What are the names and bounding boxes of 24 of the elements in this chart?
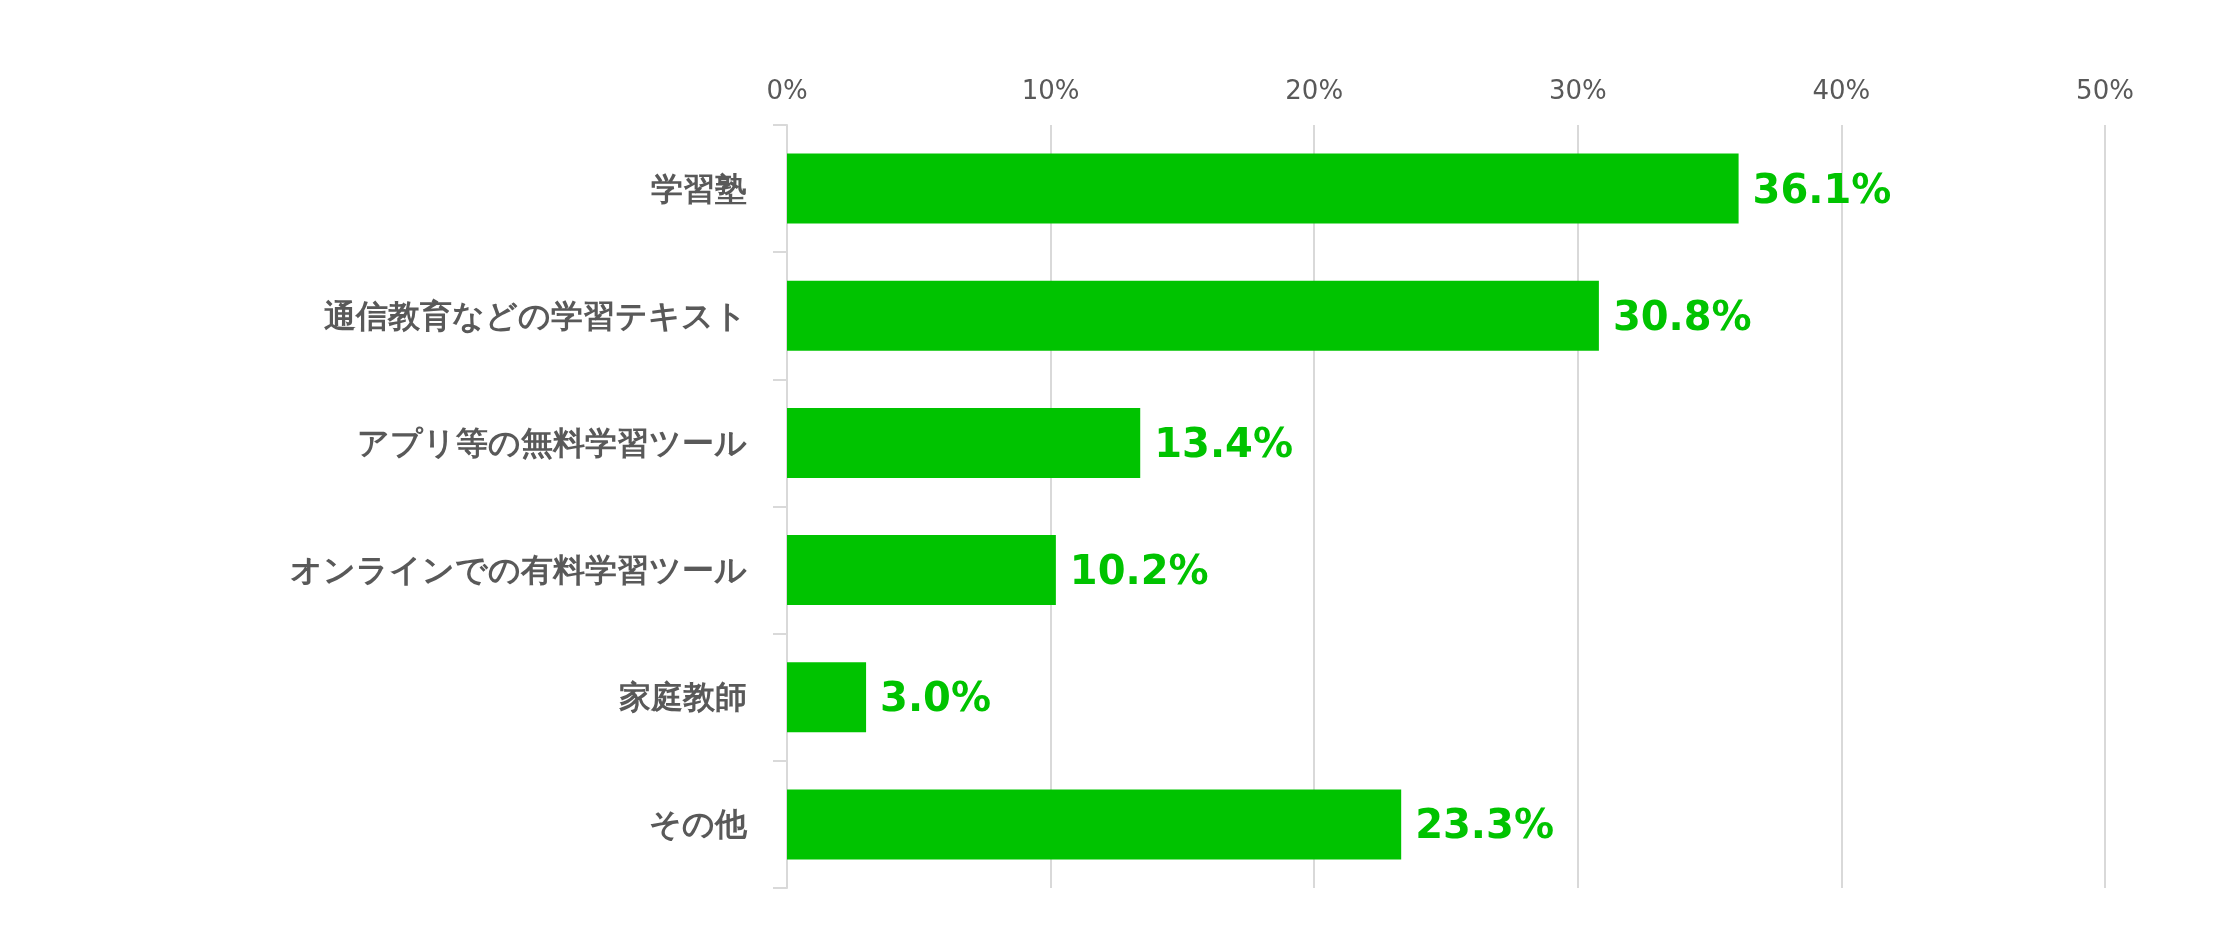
x-tick-label: 10% [1021,75,1080,105]
y-tick-label: オンラインでの有料学習ツール [290,551,747,590]
y-tick-label: 家庭教師 [619,678,747,717]
x-tick-label: 20% [1285,75,1344,105]
x-tick-label: 40% [1812,75,1871,105]
bar [787,662,867,733]
y-tick-label: 通信教育などの学習テキスト [324,296,747,335]
bar [787,535,1056,606]
data-label: 3.0% [880,674,992,721]
x-tick-label: 50% [2076,75,2134,105]
data-label: 13.4% [1154,419,1294,466]
data-label: 10.2% [1069,547,1209,594]
x-tick-label: 30% [1548,75,1607,105]
bar [787,407,1141,478]
data-label: 30.8% [1612,292,1752,339]
y-tick-label: その他 [649,805,748,844]
y-tick-label: アプリ等の無料学習ツール [357,423,747,462]
bar [787,153,1739,224]
bar [787,789,1402,860]
data-label: 36.1% [1752,165,1892,212]
data-label: 23.3% [1415,801,1554,848]
bar [787,280,1599,351]
y-tick-label: 学習塾 [651,169,747,208]
x-tick-label: 0% [766,75,808,105]
